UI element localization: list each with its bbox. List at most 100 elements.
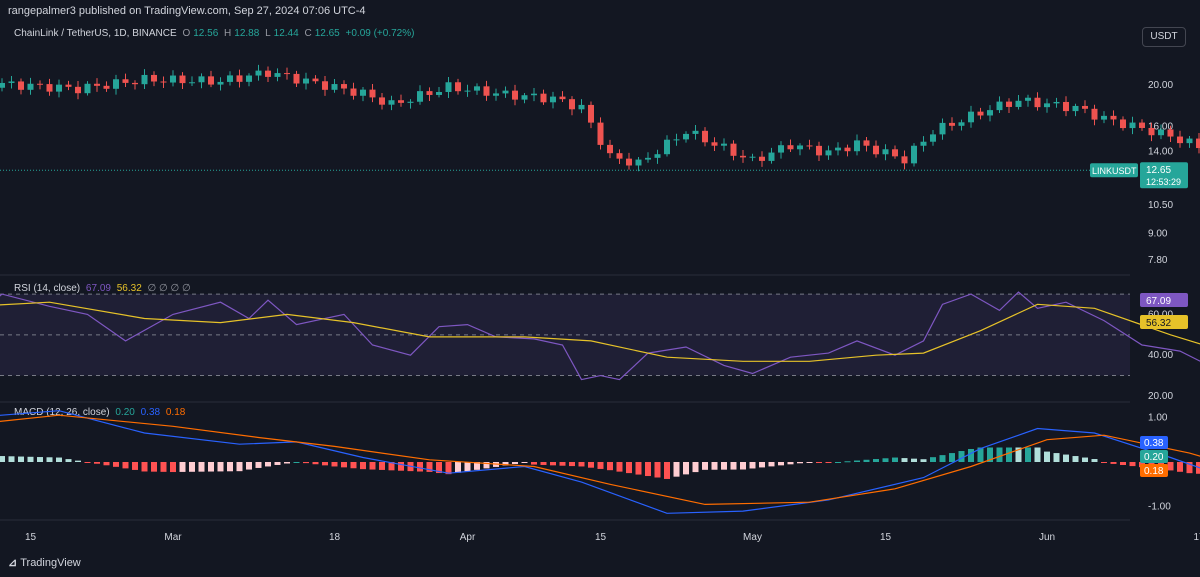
macd-histogram-bar xyxy=(179,462,186,472)
macd-histogram-bar xyxy=(65,459,72,462)
candle-body xyxy=(84,83,91,94)
macd-axis-tick: 1.00 xyxy=(1148,412,1168,423)
candle-body xyxy=(369,89,376,98)
candle-body xyxy=(94,83,100,86)
macd-histogram-bar xyxy=(0,456,5,462)
price-candle xyxy=(179,72,186,89)
candle-body xyxy=(255,70,262,76)
macd-histogram-bar xyxy=(797,462,803,464)
macd-histogram-bar xyxy=(312,462,319,465)
rsi-ma-value-tag: 56.32 xyxy=(1146,318,1171,329)
macd-signal-value-tag-box xyxy=(1140,464,1168,477)
price-candle xyxy=(654,149,661,164)
price-candle xyxy=(892,145,898,159)
price-axis-tick: 10.50 xyxy=(1148,200,1173,211)
open-label: O xyxy=(182,28,191,39)
rsi-band xyxy=(0,294,1130,376)
rsi-legend: RSI (14, close) 67.09 56.32 ∅ ∅ ∅ ∅ xyxy=(14,283,194,294)
price-candle xyxy=(474,83,480,95)
macd-histogram-bar xyxy=(806,462,813,463)
price-candle xyxy=(664,135,670,157)
price-candle xyxy=(930,129,936,146)
macd-histogram-bar xyxy=(616,462,623,472)
candle-body xyxy=(911,145,917,164)
price-candle xyxy=(141,69,148,90)
macd-histogram-bar xyxy=(721,462,727,470)
time-axis-tick: 15 xyxy=(595,532,607,543)
candle-body xyxy=(1186,138,1193,144)
rsi-value-box xyxy=(1140,293,1188,308)
price-candle xyxy=(787,139,794,152)
price-candle xyxy=(208,70,214,88)
price-candle xyxy=(1110,110,1117,126)
candle-body xyxy=(759,156,765,161)
price-candle xyxy=(65,80,72,91)
candle-body xyxy=(559,96,566,100)
price-candle xyxy=(778,141,784,159)
rsi-ma-legend-value: 56.32 xyxy=(116,283,142,294)
price-candle xyxy=(578,99,585,114)
candle-body xyxy=(417,91,423,102)
candle-body xyxy=(312,78,319,82)
price-candle xyxy=(227,71,233,86)
macd-histogram-bar xyxy=(170,462,176,473)
candle-body xyxy=(284,73,290,75)
candle-body xyxy=(1025,97,1031,101)
price-axis-tick: 9.00 xyxy=(1148,229,1168,240)
macd-hist-legend-value: 0.20 xyxy=(115,407,135,418)
macd-histogram-bar xyxy=(265,462,271,467)
rsi-legend-value: 67.09 xyxy=(85,283,111,294)
price-candle xyxy=(151,71,157,87)
macd-histogram-bar xyxy=(597,462,604,469)
candle-body xyxy=(949,122,955,126)
price-candle xyxy=(616,149,623,164)
candle-body xyxy=(179,75,186,84)
price-candle xyxy=(170,70,176,87)
candle-body xyxy=(455,82,461,92)
price-candle xyxy=(759,151,765,167)
price-candle xyxy=(1186,135,1193,148)
low-value: 12.44 xyxy=(273,28,299,39)
symbol-title[interactable]: ChainLink / TetherUS, 1D, BINANCE xyxy=(14,28,177,39)
macd-histogram-bar xyxy=(141,462,148,472)
macd-histogram-bar xyxy=(825,462,832,463)
candle-body xyxy=(46,84,53,92)
macd-histogram-bar xyxy=(920,459,927,462)
price-candle xyxy=(977,107,984,120)
candle-body xyxy=(740,155,746,158)
price-candle xyxy=(721,138,727,151)
macd-histogram-bar xyxy=(588,462,594,468)
macd-histogram-bar xyxy=(711,462,718,470)
price-candle xyxy=(426,87,433,102)
macd-histogram-bar xyxy=(702,462,708,470)
macd-histogram-bar xyxy=(987,447,993,462)
close-value: 12.65 xyxy=(314,28,340,39)
macd-histogram-bar xyxy=(692,462,699,473)
macd-title[interactable]: MACD (12, 26, close) xyxy=(14,407,110,418)
price-candle xyxy=(730,140,737,161)
candle-body xyxy=(474,86,480,91)
macd-histogram-bar xyxy=(208,462,214,472)
symbol-price-tag-text: LINKUSDT xyxy=(1092,166,1137,176)
macd-histogram-bar xyxy=(379,462,385,470)
macd-histogram-bar xyxy=(626,462,632,474)
rsi-title[interactable]: RSI (14, close) xyxy=(14,283,81,294)
candle-body xyxy=(825,150,832,156)
candle-body xyxy=(578,104,585,110)
price-candle xyxy=(217,77,224,91)
price-candle xyxy=(702,127,708,147)
currency-button[interactable]: USDT xyxy=(1142,27,1186,47)
candle-body xyxy=(550,96,556,103)
macd-histogram-bar xyxy=(607,462,613,471)
macd-histogram-bar xyxy=(873,459,879,462)
candle-body xyxy=(635,159,642,166)
candle-body xyxy=(1110,115,1117,120)
candle-body xyxy=(398,100,404,103)
macd-histogram-bar xyxy=(1129,462,1136,467)
candle-body xyxy=(8,81,15,83)
candle-body xyxy=(18,81,24,90)
price-candle xyxy=(521,93,528,104)
time-axis-tick: 15 xyxy=(880,532,892,543)
candle-body xyxy=(170,75,176,83)
